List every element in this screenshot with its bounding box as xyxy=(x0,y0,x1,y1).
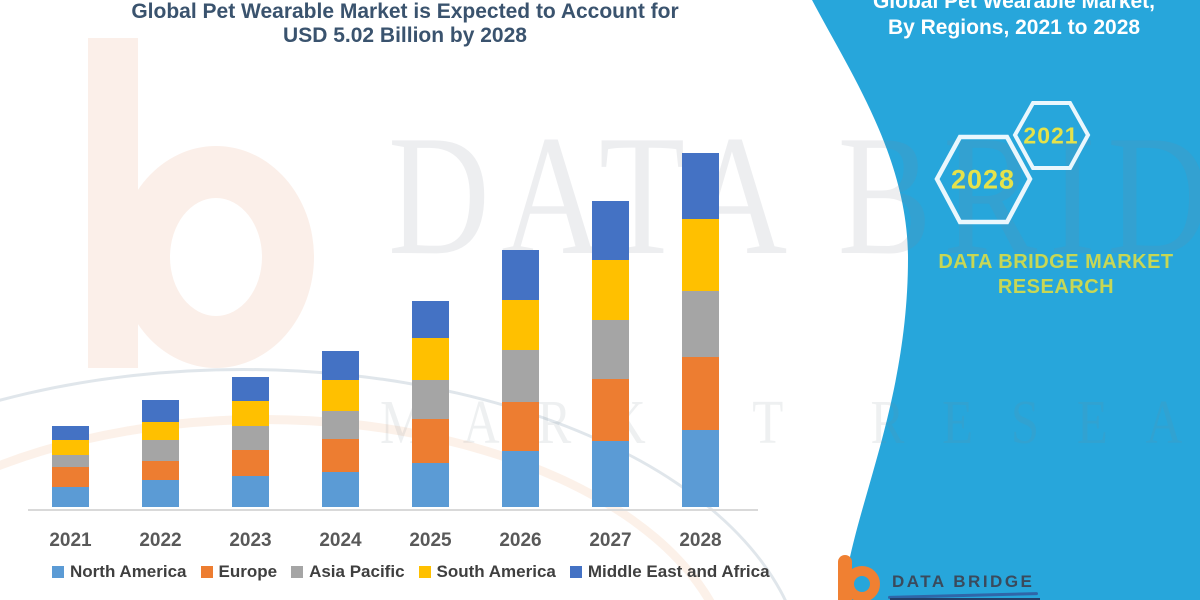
bar-segment-south-america xyxy=(592,259,629,320)
legend-item-north-america: North America xyxy=(52,562,187,582)
hexagon-2021-outline xyxy=(1012,101,1091,170)
bar-segment-north-america xyxy=(52,486,89,507)
bar-segment-asia-pacific xyxy=(592,319,629,380)
bar-segment-europe xyxy=(52,467,89,487)
x-axis-label-2026: 2026 xyxy=(499,530,542,551)
legend-swatch-icon xyxy=(418,566,431,578)
x-axis-label-2028: 2028 xyxy=(679,530,722,551)
bar-segment-asia-pacific xyxy=(232,425,269,450)
legend-item-middle-east-and-africa: Middle East and Africa xyxy=(569,562,770,582)
bar-segment-south-america xyxy=(52,439,89,456)
logo-band xyxy=(890,598,1040,600)
banner-brand-line2: RESEARCH xyxy=(997,276,1115,298)
bar-segment-north-america xyxy=(592,440,629,507)
x-axis-label-2024: 2024 xyxy=(319,530,362,551)
hexagon-2028-outline xyxy=(934,134,1033,225)
bar-segment-europe xyxy=(412,418,449,463)
legend-label: North America xyxy=(70,562,187,581)
legend-item-south-america: South America xyxy=(418,562,556,582)
bar-2023 xyxy=(232,377,269,507)
bar-segment-asia-pacific xyxy=(502,350,539,402)
legend-label: South America xyxy=(436,562,556,581)
bar-segment-middle-east-and-africa xyxy=(52,425,89,440)
hexagon-2028-label: 2028 xyxy=(950,164,1016,195)
page-title-line1: Global Pet Wearable Market is Expected t… xyxy=(131,0,679,23)
banner-brand-text: DATA BRIDGE MARKET RESEARCH xyxy=(930,250,1182,300)
bar-segment-europe xyxy=(232,449,269,476)
bar-segment-south-america xyxy=(412,338,449,380)
bar-segment-south-america xyxy=(232,401,269,426)
x-axis-label-2022: 2022 xyxy=(139,530,182,551)
hexagon-2021-label: 2021 xyxy=(1023,122,1079,149)
bar-segment-asia-pacific xyxy=(142,439,179,462)
legend-swatch-icon xyxy=(52,566,64,578)
bar-segment-europe xyxy=(502,401,539,451)
bar-2022 xyxy=(142,400,179,507)
bar-segment-south-america xyxy=(142,422,179,440)
banner-title-line1: Global Pet Wearable Market, xyxy=(872,0,1156,13)
bar-2028 xyxy=(682,152,719,507)
bar-2021 xyxy=(52,425,89,507)
bar-segment-middle-east-and-africa xyxy=(592,200,629,260)
data-bridge-logo: DATA BRIDGE xyxy=(830,550,1090,600)
bar-segment-north-america xyxy=(412,462,449,507)
bar-2025 xyxy=(412,300,449,507)
legend-swatch-icon xyxy=(291,566,304,578)
bar-segment-north-america xyxy=(502,450,539,507)
x-axis-line xyxy=(28,509,758,511)
bar-segment-north-america xyxy=(232,475,269,507)
bar-2024 xyxy=(322,350,359,507)
banner-title-line2: By Regions, 2021 to 2028 xyxy=(887,16,1141,39)
bar-segment-north-america xyxy=(322,471,359,507)
banner-title: Global Pet Wearable Market, By Regions, … xyxy=(828,0,1200,41)
x-axis-label-2027: 2027 xyxy=(589,530,632,551)
bar-segment-europe xyxy=(682,356,719,431)
bar-segment-asia-pacific xyxy=(682,290,719,357)
x-axis-label-2021: 2021 xyxy=(49,530,92,551)
bar-segment-north-america xyxy=(682,430,719,507)
x-axis-label-2023: 2023 xyxy=(229,530,272,551)
bar-segment-middle-east-and-africa xyxy=(412,300,449,339)
bar-segment-asia-pacific xyxy=(52,455,89,468)
bar-segment-europe xyxy=(322,438,359,472)
logo-b-bowl-icon xyxy=(844,566,880,600)
bar-segment-asia-pacific xyxy=(412,379,449,419)
bar-segment-south-america xyxy=(322,379,359,411)
bar-segment-middle-east-and-africa xyxy=(502,250,539,301)
bar-segment-europe xyxy=(592,379,629,441)
bar-segment-middle-east-and-africa xyxy=(322,350,359,380)
logo-wordmark: DATA BRIDGE xyxy=(892,572,1035,591)
legend-swatch-icon xyxy=(200,566,213,578)
bar-segment-middle-east-and-africa xyxy=(682,152,719,219)
legend-label: Asia Pacific xyxy=(309,562,405,581)
banner-brand-line1: DATA BRIDGE MARKET xyxy=(938,251,1174,273)
bar-segment-asia-pacific xyxy=(322,410,359,439)
page-title: Global Pet Wearable Market is Expected t… xyxy=(60,0,750,48)
x-axis-label-2025: 2025 xyxy=(409,530,452,551)
bar-segment-north-america xyxy=(142,480,179,507)
bar-2026 xyxy=(502,250,539,507)
bar-segment-middle-east-and-africa xyxy=(142,400,179,423)
bar-segment-south-america xyxy=(682,218,719,291)
legend-swatch-icon xyxy=(569,566,582,578)
bar-segment-middle-east-and-africa xyxy=(232,377,269,402)
bar-segment-europe xyxy=(142,461,179,481)
banner-shape xyxy=(812,0,1200,600)
legend-item-europe: Europe xyxy=(200,562,278,582)
legend-label: Europe xyxy=(218,562,278,581)
chart-legend: North America Europe Asia Pacific South Ame… xyxy=(52,562,770,582)
legend-item-asia-pacific: Asia Pacific xyxy=(291,562,405,582)
legend-label: Middle East and Africa xyxy=(587,562,770,581)
page-title-line2: USD 5.02 Billion by 2028 xyxy=(283,24,527,47)
bar-segment-south-america xyxy=(502,300,539,351)
bar-2027 xyxy=(592,200,629,507)
stacked-bar-chart: 2021 2022 2023 2024 2025 2026 2027 2028 xyxy=(28,152,758,551)
